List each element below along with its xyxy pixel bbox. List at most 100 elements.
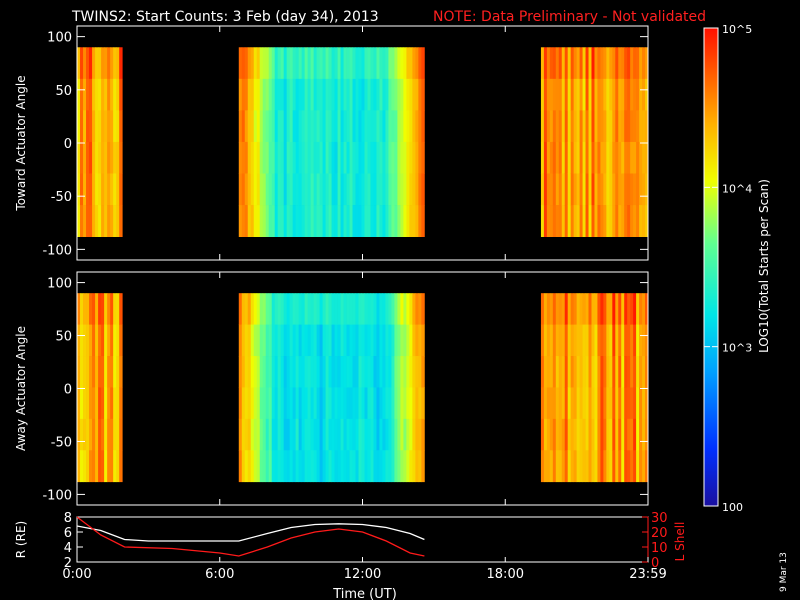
heatmap-cell [367, 141, 371, 174]
heatmap-cell [394, 47, 398, 80]
heatmap-cell [418, 356, 422, 388]
heatmap-cell [310, 173, 315, 206]
heatmap-cell [95, 205, 99, 237]
heatmap-cell [119, 110, 123, 143]
heatmap-cell [567, 450, 572, 483]
heatmap-cell [98, 356, 102, 388]
heatmap-cell [409, 78, 413, 111]
heatmap-cell [86, 293, 90, 325]
heatmap-cell [558, 356, 563, 388]
heatmap-cell [283, 47, 288, 80]
heatmap-cell [331, 418, 335, 451]
heatmap-cell [561, 450, 566, 483]
heatmap-cell [298, 450, 303, 483]
heatmap-cell [331, 141, 335, 174]
heatmap-cell [265, 324, 270, 357]
heatmap-cell [603, 173, 607, 206]
heatmap-cell [585, 173, 589, 206]
heatmap-cell [83, 324, 87, 357]
heatmap-cell [415, 324, 419, 357]
heatmap-cell [238, 110, 243, 143]
heatmap-cell [636, 205, 640, 237]
heatmap-cell [280, 141, 285, 174]
heatmap-cell [95, 141, 99, 174]
heatmap-cell [397, 418, 401, 451]
heatmap-cell [352, 141, 356, 174]
heatmap-cell [119, 141, 123, 174]
heatmap-cell [400, 387, 404, 420]
heatmap-cell [618, 110, 622, 143]
heatmap-cell [388, 110, 392, 143]
heatmap-cell [573, 450, 578, 483]
heatmap-cell [549, 418, 554, 451]
heatmap-cell [615, 205, 619, 237]
heatmap-cell [328, 418, 332, 451]
heatmap-cell [358, 47, 362, 80]
heatmap-cell [606, 387, 610, 420]
heatmap-cell [337, 78, 341, 111]
series-line [76, 516, 425, 557]
heatmap-cell [394, 293, 398, 325]
heatmap-cell [600, 78, 604, 111]
heatmap-cell [552, 324, 557, 357]
heatmap-cell [113, 205, 117, 237]
heatmap-cell [104, 47, 108, 80]
heatmap-cell [630, 450, 634, 483]
heatmap-cell [618, 78, 622, 111]
heatmap-cell [397, 47, 401, 80]
heatmap-cell [310, 418, 315, 451]
heatmap-cell [265, 47, 270, 80]
y-tick-label: 100 [47, 277, 72, 292]
heatmap-cell [552, 387, 557, 420]
heatmap-cell [388, 293, 392, 325]
heatmap-cell [597, 173, 601, 206]
heatmap-cell [606, 205, 610, 237]
heatmap-cell [379, 387, 383, 420]
heatmap-cell [116, 450, 120, 483]
heatmap-cell [594, 356, 598, 388]
heatmap-cell [421, 293, 425, 325]
heatmap-cell [615, 110, 619, 143]
heatmap-cell [295, 47, 300, 80]
heatmap-cell [310, 356, 315, 388]
heatmap-cell [340, 141, 344, 174]
heatmap-cell [406, 450, 410, 483]
heatmap-cell [549, 387, 554, 420]
heatmap-cell [552, 141, 557, 174]
heatmap-cell [573, 173, 578, 206]
heatmap-cell [256, 324, 261, 357]
heatmap-cell [271, 293, 276, 325]
heatmap-cell [645, 47, 649, 80]
heatmap-cell [397, 356, 401, 388]
heatmap-cell [418, 387, 422, 420]
heatmap-cell [244, 450, 249, 483]
heatmap-cell [277, 173, 282, 206]
heatmap-cell [107, 450, 111, 483]
heatmap-cell [340, 450, 344, 483]
heatmap-cell [322, 418, 326, 451]
heatmap-cell [301, 205, 306, 237]
heatmap-cell [394, 78, 398, 111]
heatmap-cell [92, 387, 96, 420]
heatmap-cell [555, 356, 560, 388]
heatmap-cell [307, 324, 312, 357]
heatmap-cell [591, 387, 595, 420]
heatmap-cell [615, 173, 619, 206]
heatmap-cell [639, 387, 643, 420]
heatmap-cell [80, 418, 84, 451]
heatmap-cell [630, 78, 634, 111]
heatmap-cell [540, 205, 545, 237]
heatmap-cell [322, 47, 326, 80]
colorbar-gradient [703, 27, 719, 507]
heatmap-cell [307, 293, 312, 325]
heatmap-cell [546, 173, 551, 206]
heatmap-cell [388, 47, 392, 80]
heatmap-cell [346, 78, 350, 111]
heatmap-cell [271, 47, 276, 80]
heatmap-cell [567, 173, 572, 206]
heatmap-cell [313, 356, 317, 388]
heatmap-cell [358, 387, 362, 420]
heatmap-cell [409, 205, 413, 237]
heatmap-cell [316, 78, 320, 111]
heatmap-cell [277, 418, 282, 451]
